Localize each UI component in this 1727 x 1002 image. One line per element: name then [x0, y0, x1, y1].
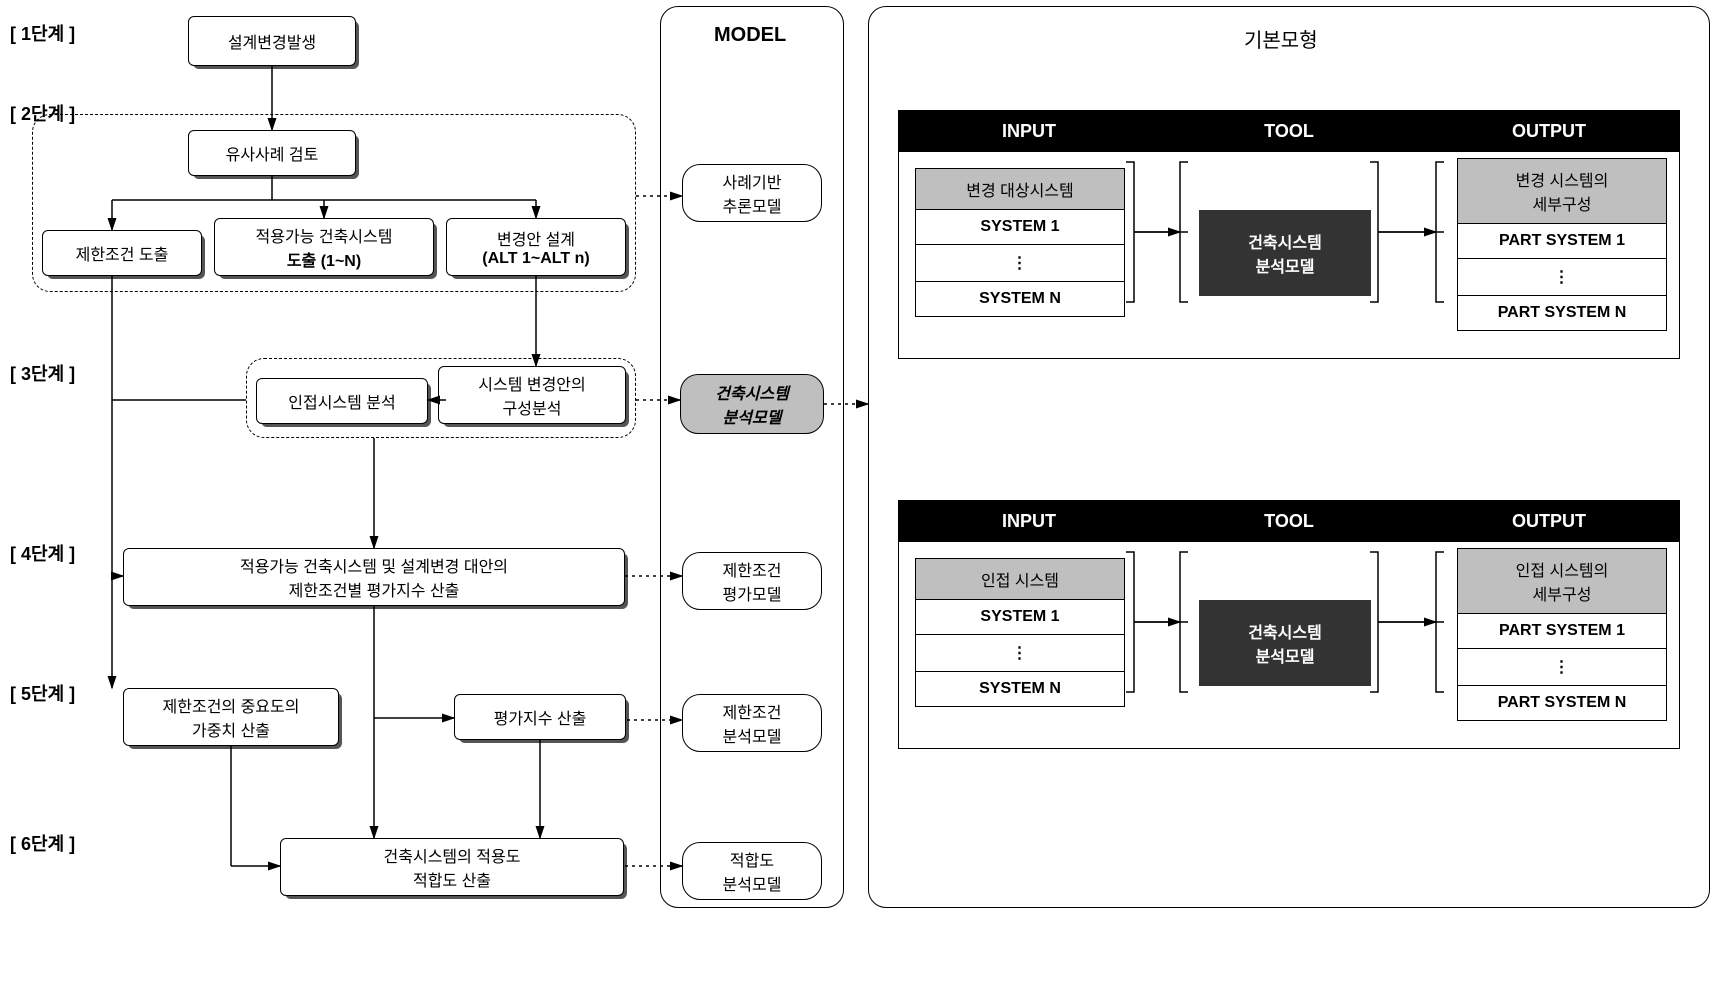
box-text-l1: 적용가능 건축시스템 및 설계변경 대안의 — [240, 553, 508, 577]
box-text-l1: 시스템 변경안의 — [478, 371, 586, 395]
ito-header: INPUT TOOL OUTPUT — [899, 111, 1679, 152]
stage-label-3: [ 3단계 ] — [10, 360, 75, 386]
stage-label-6: [ 6단계 ] — [10, 830, 75, 856]
table-row-dots: ⋮ — [916, 245, 1124, 282]
oval-case-model: 사례기반 추론모델 — [682, 164, 822, 222]
box-text: 평가지수 산출 — [494, 705, 587, 729]
oval-l2: 평가모델 — [723, 581, 782, 605]
oval-l1: 제한조건 — [723, 699, 782, 723]
box-suitability: 건축시스템의 적용도 적합도 산출 — [280, 838, 624, 896]
box-text: 인접시스템 분석 — [288, 389, 396, 413]
ito2-tool: 건축시스템 분석모델 — [1199, 600, 1371, 686]
model-column — [660, 6, 844, 908]
box-applicable-system: 적용가능 건축시스템 도출 (1~N) — [214, 218, 434, 276]
box-composition-analysis: 시스템 변경안의 구성분석 — [438, 366, 626, 424]
oval-eval-model: 제한조건 평가모델 — [682, 552, 822, 610]
table-row: SYSTEM N — [916, 282, 1124, 316]
oval-l1: 적합도 — [730, 847, 774, 871]
table-head: 인접 시스템 — [916, 559, 1124, 600]
table-head: 변경 시스템의 세부구성 — [1458, 159, 1666, 224]
box-eval-index: 적용가능 건축시스템 및 설계변경 대안의 제한조건별 평가지수 산출 — [123, 548, 625, 606]
box-constraint-derive: 제한조건 도출 — [42, 230, 202, 276]
ito-h-input: INPUT — [899, 501, 1159, 542]
ito-header: INPUT TOOL OUTPUT — [899, 501, 1679, 542]
oval-system-model: 건축시스템 분석모델 — [680, 374, 824, 434]
box-text-l1: 적용가능 건축시스템 — [256, 223, 393, 247]
oval-l1: 제한조건 — [723, 557, 782, 581]
box-text-l2: 구성분석 — [503, 395, 562, 419]
stage-label-1: [ 1단계 ] — [10, 20, 75, 46]
oval-l1: 건축시스템 — [715, 380, 789, 404]
ito2-output-table: 인접 시스템의 세부구성 PART SYSTEM 1 ⋮ PART SYSTEM… — [1457, 548, 1667, 721]
box-similar-case: 유사사례 검토 — [188, 130, 356, 176]
table-row-dots: ⋮ — [1458, 259, 1666, 296]
stage-label-4: [ 4단계 ] — [10, 540, 75, 566]
box-text-l2: (ALT 1~ALT n) — [482, 250, 589, 268]
box-weight-calc: 제한조건의 중요도의 가중치 산출 — [123, 688, 339, 746]
box-alt-design: 변경안 설계 (ALT 1~ALT n) — [446, 218, 626, 276]
box-text-l1: 제한조건의 중요도의 — [163, 693, 300, 717]
box-text-l1: 건축시스템의 적용도 — [384, 843, 521, 867]
table-row: PART SYSTEM 1 — [1458, 614, 1666, 649]
table-row: PART SYSTEM N — [1458, 686, 1666, 720]
table-row: SYSTEM 1 — [916, 210, 1124, 245]
tool-l1: 건축시스템 — [1207, 619, 1363, 643]
box-eval-calc: 평가지수 산출 — [454, 694, 626, 740]
oval-l2: 분석모델 — [723, 404, 782, 428]
oval-constraint-model: 제한조건 분석모델 — [682, 694, 822, 752]
oval-l1: 사례기반 — [723, 169, 782, 193]
box-text-l2: 적합도 산출 — [413, 867, 491, 891]
table-row-dots: ⋮ — [1458, 649, 1666, 686]
ito1-input-table: 변경 대상시스템 SYSTEM 1 ⋮ SYSTEM N — [915, 168, 1125, 317]
table-row: PART SYSTEM 1 — [1458, 224, 1666, 259]
ito1-tool: 건축시스템 분석모델 — [1199, 210, 1371, 296]
box-design-change: 설계변경발생 — [188, 16, 356, 66]
box-text: 설계변경발생 — [228, 29, 316, 53]
oval-l2: 분석모델 — [723, 871, 782, 895]
ito2-input-table: 인접 시스템 SYSTEM 1 ⋮ SYSTEM N — [915, 558, 1125, 707]
stage-label-5: [ 5단계 ] — [10, 680, 75, 706]
table-row: PART SYSTEM N — [1458, 296, 1666, 330]
oval-l2: 추론모델 — [723, 193, 782, 217]
table-row: SYSTEM N — [916, 672, 1124, 706]
box-adjacent-analysis: 인접시스템 분석 — [256, 378, 428, 424]
box-text: 유사사례 검토 — [226, 141, 319, 165]
model-title: MODEL — [714, 24, 786, 47]
tool-l1: 건축시스템 — [1207, 229, 1363, 253]
box-text-l2: 도출 (1~N) — [287, 247, 361, 271]
oval-suit-model: 적합도 분석모델 — [682, 842, 822, 900]
tool-l2: 분석모델 — [1207, 253, 1363, 277]
ito-h-tool: TOOL — [1159, 111, 1419, 152]
table-head: 변경 대상시스템 — [916, 169, 1124, 210]
box-text-l2: 제한조건별 평가지수 산출 — [289, 577, 460, 601]
ito-h-output: OUTPUT — [1419, 501, 1679, 542]
box-text-l1: 변경안 설계 — [497, 226, 575, 250]
oval-l2: 분석모델 — [723, 723, 782, 747]
right-panel-title: 기본모형 — [1244, 24, 1318, 53]
ito1-output-table: 변경 시스템의 세부구성 PART SYSTEM 1 ⋮ PART SYSTEM… — [1457, 158, 1667, 331]
table-row: SYSTEM 1 — [916, 600, 1124, 635]
tool-l2: 분석모델 — [1207, 643, 1363, 667]
ito-box-1: INPUT TOOL OUTPUT 변경 대상시스템 SYSTEM 1 ⋮ SY… — [898, 110, 1680, 359]
ito-h-tool: TOOL — [1159, 501, 1419, 542]
box-text-l2: 가중치 산출 — [192, 717, 270, 741]
ito-h-input: INPUT — [899, 111, 1159, 152]
table-head: 인접 시스템의 세부구성 — [1458, 549, 1666, 614]
table-row-dots: ⋮ — [916, 635, 1124, 672]
ito-box-2: INPUT TOOL OUTPUT 인접 시스템 SYSTEM 1 ⋮ SYST… — [898, 500, 1680, 749]
box-text: 제한조건 도출 — [76, 241, 169, 265]
ito-h-output: OUTPUT — [1419, 111, 1679, 152]
